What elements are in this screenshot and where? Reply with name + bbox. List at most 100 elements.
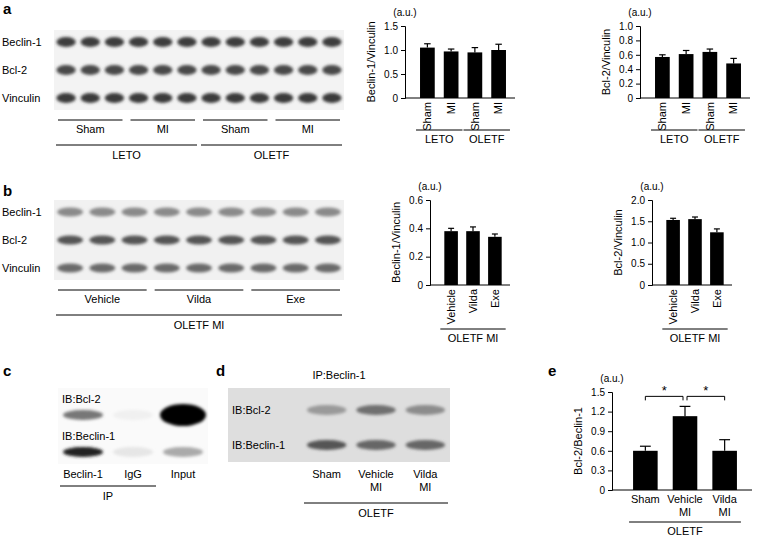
blot-band — [226, 37, 245, 47]
y-axis-line — [608, 393, 613, 491]
panel-letter: d — [216, 362, 225, 379]
group-line — [201, 145, 342, 146]
bar — [688, 219, 702, 285]
blot-background — [58, 388, 208, 464]
y-tick: 1.5 — [384, 21, 405, 32]
error-bar — [692, 217, 698, 219]
lane-line — [155, 290, 244, 291]
blot-band — [122, 264, 148, 273]
blot-band — [283, 236, 309, 245]
y-tick-label: 0.5 — [384, 69, 398, 80]
label-line: MI — [419, 481, 431, 493]
y-tick-label: 1.5 — [591, 387, 605, 398]
lane-line — [251, 290, 340, 291]
blot-band — [251, 208, 277, 217]
group-line — [440, 329, 505, 330]
lane-label: Exe — [286, 293, 305, 305]
bar-chart: 00.20.40.60.81.0(a.u.)Bcl-2/VinculinSham… — [600, 7, 750, 145]
error-bar — [448, 49, 454, 51]
blot-band — [274, 37, 293, 47]
error-cap — [680, 406, 691, 407]
blot-band — [322, 37, 341, 47]
y-tick-label: 0.3 — [591, 465, 605, 476]
plot-area — [444, 227, 501, 285]
blot-band — [154, 236, 180, 245]
group-line — [56, 315, 342, 316]
x-axis-line — [612, 490, 752, 491]
error-cap — [448, 228, 454, 229]
y-tick-label: 0 — [392, 93, 398, 104]
y-tick: 0.6 — [619, 50, 640, 61]
x-tick-label: Sham — [656, 102, 668, 131]
error-bar — [730, 58, 736, 63]
y-axis-line — [426, 201, 431, 286]
y-tick: 0.6 — [591, 446, 612, 457]
blot-row-label: Vinculin — [2, 92, 40, 104]
y-axis-title: Beclin-1/Vinculin — [390, 202, 402, 283]
error-bar — [659, 55, 665, 57]
error-stem — [724, 440, 725, 451]
blot-band — [251, 264, 277, 273]
panel-letter: a — [3, 0, 12, 17]
group-line — [662, 329, 727, 330]
y-tick: 0 — [599, 485, 612, 496]
blot-panel: IP:Beclin-1IB:Bcl-2IB:Beclin-1ShamVehicl… — [228, 369, 450, 519]
blot-band — [298, 65, 317, 75]
blot-band — [250, 37, 269, 47]
bar — [655, 57, 670, 98]
y-tick-label: 0 — [599, 485, 605, 496]
group-line — [60, 486, 156, 487]
y-axis-line — [401, 27, 406, 99]
x-axis-line — [640, 98, 750, 99]
blot-band — [307, 405, 346, 415]
group-line — [699, 130, 745, 131]
blot-row-label: IB:Beclin-1 — [62, 430, 115, 442]
blot-band — [406, 405, 445, 415]
blot-band — [63, 410, 103, 420]
group-label: IP — [103, 490, 113, 502]
x-tick-label: Sham — [631, 493, 660, 505]
error-bar — [470, 227, 476, 231]
label-line: Vehicle — [358, 468, 393, 480]
blot-band — [298, 93, 317, 103]
blot-band — [129, 37, 148, 47]
y-tick: 0.5 — [384, 69, 405, 80]
y-axis: 00.30.60.91.21.5 — [591, 387, 612, 496]
y-tick: 2.0 — [631, 195, 652, 206]
blot-band — [356, 405, 395, 415]
error-cap — [492, 233, 498, 234]
y-axis-line — [648, 201, 653, 286]
blot-band — [105, 93, 124, 103]
error-cap — [670, 218, 676, 219]
blot-row-label: Vinculin — [2, 262, 40, 274]
x-tick-label: Vilda — [467, 288, 479, 313]
error-bar — [683, 50, 689, 54]
y-tick-mark — [608, 451, 612, 452]
error-stem — [733, 58, 734, 63]
blot-band — [186, 264, 212, 273]
lane-label: Sham — [76, 123, 105, 135]
group-label: OLETF — [469, 133, 505, 145]
y-tick-label: 0.6 — [619, 50, 633, 61]
blot-row-label: Bcl-2 — [2, 64, 27, 76]
y-tick-label: 1.5 — [631, 216, 645, 227]
lane-label: Vilda — [187, 293, 212, 305]
y-axis-title: Bcl-2/Beclin-1 — [572, 407, 584, 475]
error-bar — [707, 49, 713, 52]
error-bar — [640, 446, 651, 451]
y-tick-mark — [401, 98, 405, 99]
blot-band — [322, 65, 341, 75]
blot-band — [322, 93, 341, 103]
figure: abcdeBeclin-1Bcl-2VinculinShamMIShamMILE… — [0, 0, 784, 559]
group-label: OLETF — [358, 507, 394, 519]
lane-label: MI — [157, 123, 169, 135]
error-cap — [683, 50, 689, 51]
error-stem — [498, 44, 499, 50]
y-tick-mark — [636, 98, 640, 99]
error-cap — [470, 226, 476, 227]
y-tick-label: 0 — [639, 280, 645, 291]
blot-band — [105, 65, 124, 75]
panel-letter: b — [3, 182, 12, 199]
panel-letter: c — [3, 362, 11, 379]
x-tick-label: VehicleMI — [667, 493, 702, 518]
